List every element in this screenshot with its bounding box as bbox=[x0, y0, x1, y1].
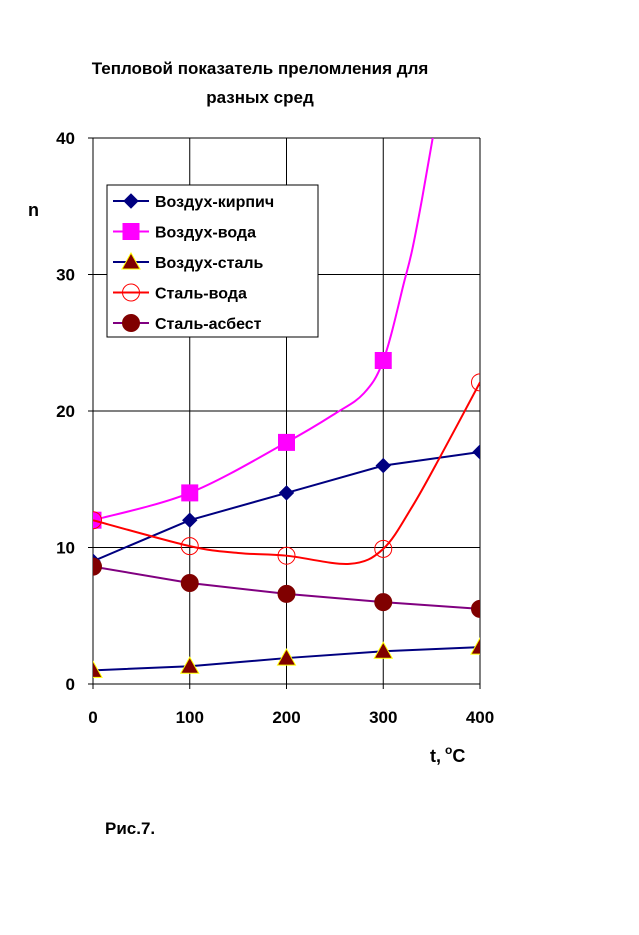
data-point bbox=[180, 537, 199, 556]
data-point bbox=[276, 648, 297, 666]
chart-title-line2: разных сред bbox=[206, 88, 314, 107]
legend-marker bbox=[121, 251, 141, 270]
x-axis-label-main: t, bbox=[430, 746, 441, 766]
data-point bbox=[93, 511, 102, 530]
data-point bbox=[181, 484, 199, 502]
series-2 bbox=[93, 138, 434, 529]
y-axis-label: n bbox=[28, 200, 39, 220]
tick-labels: 0 100 200 300 400 0 10 20 30 40 bbox=[56, 129, 494, 727]
legend-label: Воздух-кирпич bbox=[155, 194, 274, 211]
legend-marker bbox=[122, 314, 140, 332]
x-axis-label-unit: C bbox=[452, 746, 465, 766]
data-point bbox=[471, 373, 480, 392]
legend-marker bbox=[122, 223, 140, 240]
series-5 bbox=[93, 557, 480, 618]
data-point bbox=[93, 557, 102, 576]
data-point bbox=[472, 444, 480, 460]
data-point bbox=[470, 637, 480, 655]
figure-caption: Рис.7. bbox=[105, 819, 156, 838]
x-tick-label: 100 bbox=[176, 708, 204, 727]
data-point bbox=[278, 433, 295, 451]
data-point bbox=[374, 539, 393, 558]
series-1 bbox=[93, 444, 480, 569]
data-point bbox=[182, 512, 198, 528]
data-point bbox=[373, 641, 394, 659]
chart-title-line1: Тепловой показатель преломления для bbox=[92, 59, 429, 78]
data-point bbox=[179, 656, 200, 674]
series-line bbox=[93, 381, 480, 565]
x-tick-label: 300 bbox=[369, 708, 397, 727]
data-point bbox=[93, 660, 103, 678]
x-tick-label: 200 bbox=[272, 708, 300, 727]
data-point bbox=[375, 457, 391, 474]
legend-label: Воздух-сталь bbox=[155, 255, 264, 272]
y-tick-label: 40 bbox=[56, 129, 75, 148]
data-point bbox=[278, 485, 295, 501]
data-point bbox=[277, 546, 296, 565]
x-tick-label: 400 bbox=[466, 708, 494, 727]
y-tick-label: 10 bbox=[56, 539, 75, 558]
data-point bbox=[180, 573, 199, 592]
data-point bbox=[374, 593, 393, 612]
series-line bbox=[93, 138, 434, 522]
x-axis-label-degree: o bbox=[445, 743, 452, 757]
x-axis-label: t, oC bbox=[430, 743, 465, 766]
y-tick-label: 20 bbox=[56, 402, 75, 421]
legend-label: Сталь-вода bbox=[155, 286, 247, 303]
series-layer bbox=[93, 138, 480, 678]
data-point bbox=[277, 584, 296, 603]
series-4 bbox=[93, 373, 480, 565]
legend-label: Сталь-асбест bbox=[155, 316, 262, 333]
y-tick-label: 30 bbox=[56, 266, 75, 285]
x-tick-label: 0 bbox=[88, 708, 97, 727]
legend: Воздух-кирпич Воздух-вода Воздух-сталь Стал… bbox=[106, 184, 319, 338]
legend-marker bbox=[123, 193, 139, 209]
data-point bbox=[471, 599, 480, 618]
y-tick-label: 0 bbox=[66, 675, 75, 694]
legend-marker bbox=[122, 283, 140, 302]
data-point bbox=[374, 351, 392, 369]
legend-label: Воздух-вода bbox=[155, 225, 256, 242]
series-3 bbox=[93, 637, 480, 678]
